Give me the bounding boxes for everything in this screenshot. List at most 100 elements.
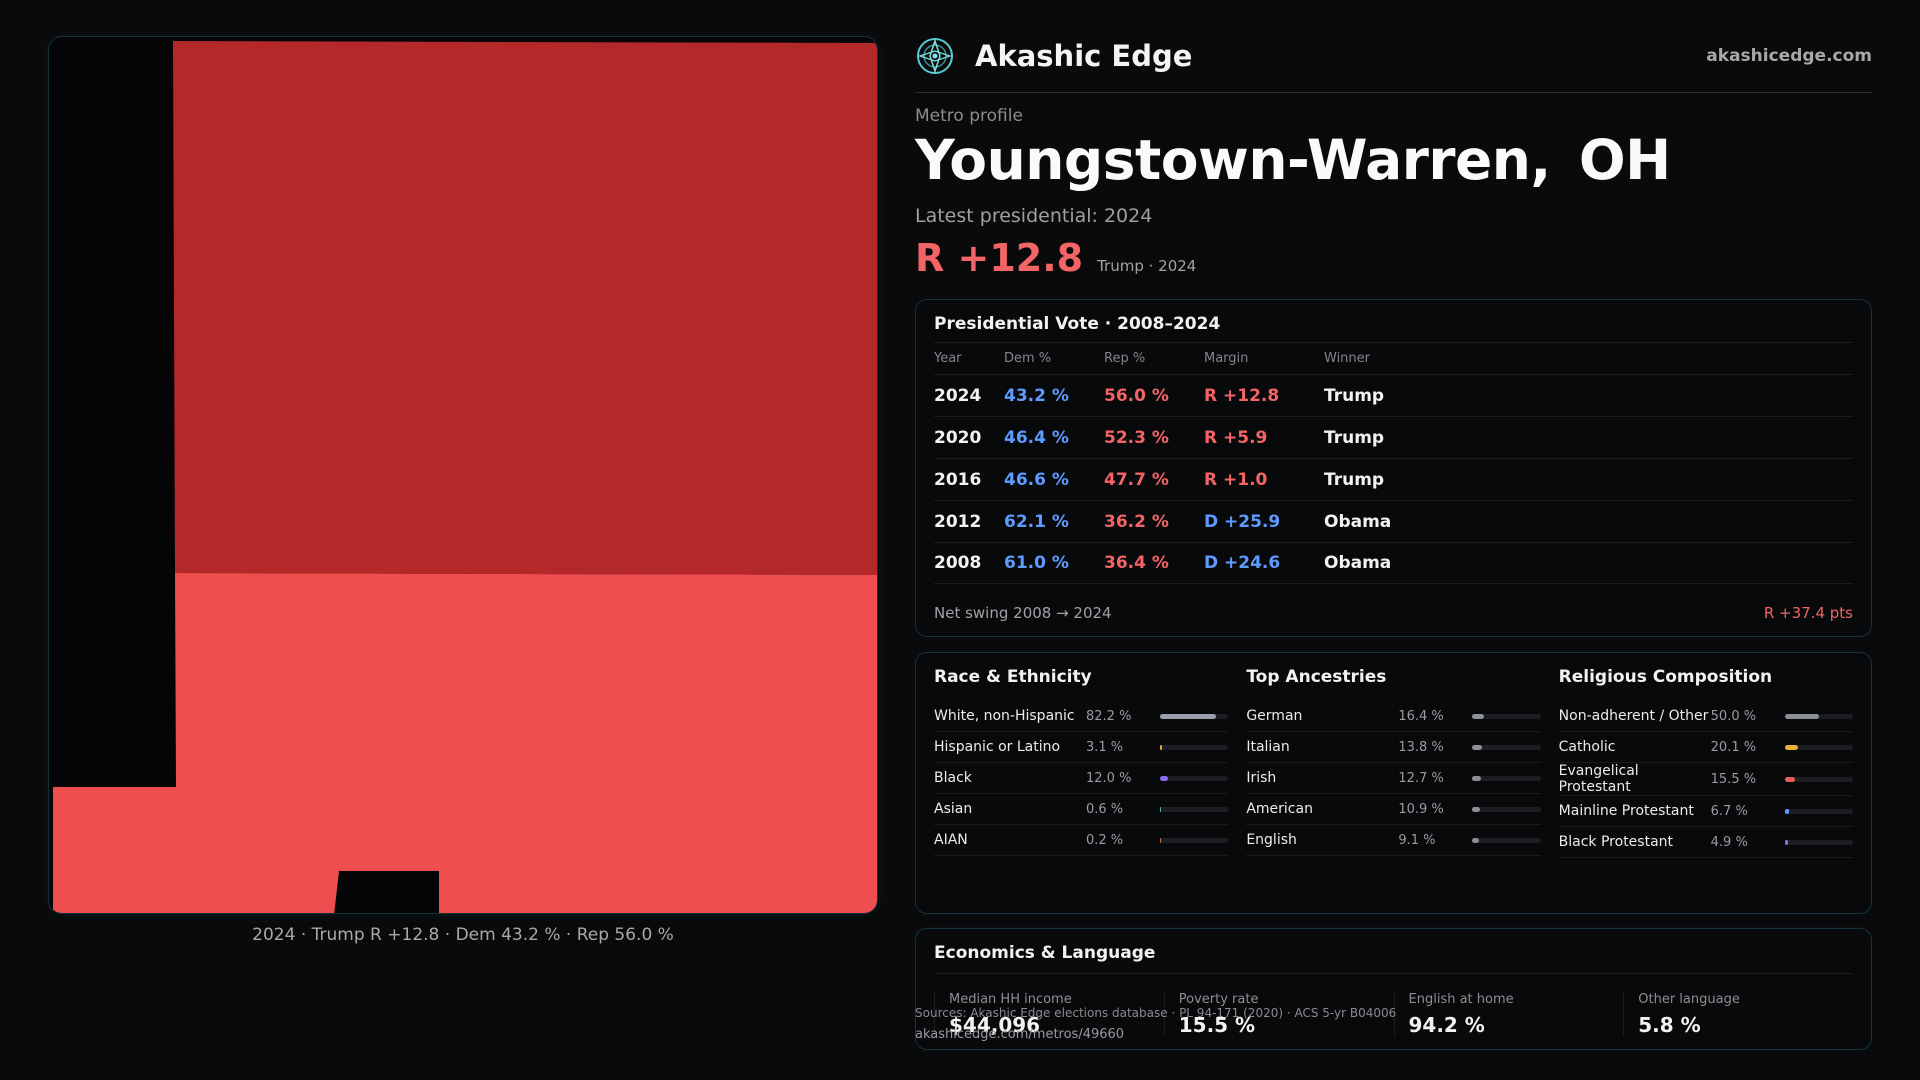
net-swing: Net swing 2008 → 2024 R +37.4 pts <box>934 604 1853 622</box>
vote-winner: Obama <box>1324 553 1392 573</box>
vote-dem: 62.1 % <box>1004 511 1069 532</box>
ancestry-label: English <box>1246 832 1297 848</box>
race-percent: 3.1 % <box>1086 739 1124 755</box>
ancestry-label: German <box>1246 708 1303 724</box>
race-row: AIAN 0.2 % <box>934 825 1229 856</box>
vote-dem: 46.6 % <box>1004 469 1069 490</box>
metro-map[interactable] <box>48 36 878 914</box>
map-notch <box>334 871 439 913</box>
economics-card: Economics & Language Median HH income $44… <box>915 928 1872 1050</box>
religion-label: Catholic <box>1558 739 1616 755</box>
race-percent: 12.0 % <box>1086 770 1132 786</box>
race-title: Race & Ethnicity <box>934 667 1092 687</box>
vote-rep: 52.3 % <box>1104 427 1169 448</box>
vote-year: 2020 <box>934 427 982 448</box>
ancestry-bar-fill <box>1472 775 1481 781</box>
economics-stat: Other language 5.8 % <box>1623 992 1853 1037</box>
vote-winner: Trump <box>1324 427 1385 448</box>
latest-presidential-label: Latest presidential: 2024 <box>915 205 1153 227</box>
race-percent: 82.2 % <box>1086 708 1132 724</box>
ancestry-row: German 16.4 % <box>1246 701 1541 732</box>
col-margin: Margin <box>1204 351 1249 366</box>
county-mahoning[interactable] <box>53 573 877 914</box>
religion-bar <box>1784 744 1853 750</box>
brand[interactable]: Akashic Edge <box>915 36 1192 76</box>
vote-row: 2020 46.4 % 52.3 % R +5.9 Trump <box>934 416 1853 458</box>
vote-rep: 56.0 % <box>1104 385 1169 406</box>
race-row: Asian 0.6 % <box>934 794 1229 825</box>
headline-margin-sub: Trump · 2024 <box>1097 257 1197 275</box>
religion-bar <box>1784 713 1853 719</box>
religion-bar <box>1784 839 1853 845</box>
economics-stat-value: 5.8 % <box>1638 1013 1701 1037</box>
race-section: Race & Ethnicity White, non-Hispanic 82.2… <box>934 667 1229 899</box>
religion-section: Religious Composition Non-adherent / Oth… <box>1558 667 1853 899</box>
ancestry-row: American 10.9 % <box>1246 794 1541 825</box>
brand-url-link[interactable]: akashicedge.com <box>1706 46 1872 66</box>
county-trumbull[interactable] <box>173 41 877 575</box>
economics-stat-label: Other language <box>1638 992 1740 1007</box>
race-bar-fill <box>1160 713 1217 719</box>
headline-margin-value: R +12.8 <box>915 236 1084 280</box>
ancestry-percent: 12.7 % <box>1398 770 1444 786</box>
ancestry-percent: 16.4 % <box>1398 708 1444 724</box>
ancestry-title: Top Ancestries <box>1246 667 1387 687</box>
ancestry-label: Italian <box>1246 739 1290 755</box>
vote-row: 2008 61.0 % 36.4 % D +24.6 Obama <box>934 542 1853 584</box>
race-label: Asian <box>934 801 973 817</box>
ancestry-bar <box>1472 775 1541 781</box>
race-label: White, non-Hispanic <box>934 708 1075 724</box>
religion-bar-fill <box>1784 744 1799 750</box>
religion-bar <box>1784 808 1853 814</box>
ancestry-bar <box>1472 837 1541 843</box>
col-year: Year <box>934 351 962 366</box>
religion-bar-fill <box>1784 839 1788 845</box>
economics-stat-label: Poverty rate <box>1178 992 1259 1007</box>
brand-name: Akashic Edge <box>975 39 1193 73</box>
county-map-svg <box>53 41 877 914</box>
vote-margin: R +1.0 <box>1204 469 1268 490</box>
religion-title: Religious Composition <box>1558 667 1773 687</box>
religion-percent: 6.7 % <box>1710 803 1748 819</box>
religion-percent: 50.0 % <box>1710 708 1757 724</box>
vote-year: 2024 <box>934 385 982 406</box>
ancestry-label: American <box>1246 801 1313 817</box>
race-percent: 0.6 % <box>1086 801 1124 817</box>
religion-percent: 4.9 % <box>1710 834 1748 850</box>
vote-row: 2016 46.6 % 47.7 % R +1.0 Trump <box>934 458 1853 500</box>
ancestry-row: Irish 12.7 % <box>1246 763 1541 794</box>
race-bar <box>1160 837 1229 843</box>
ancestry-row: English 9.1 % <box>1246 825 1541 856</box>
vote-rep: 36.2 % <box>1104 511 1169 532</box>
vote-winner: Trump <box>1324 385 1385 406</box>
metro-name: Youngstown-Warren, <box>915 128 1551 192</box>
ancestry-section: Top Ancestries German 16.4 % Italian 13.8 %… <box>1246 667 1541 899</box>
col-winner: Winner <box>1324 351 1371 366</box>
race-bar <box>1160 744 1229 750</box>
vote-margin: R +5.9 <box>1204 427 1268 448</box>
net-swing-label: Net swing 2008 → 2024 <box>934 604 1112 622</box>
race-label: AIAN <box>934 832 968 848</box>
vote-row: 2012 62.1 % 36.2 % D +25.9 Obama <box>934 500 1853 542</box>
presidential-vote-card: Presidential Vote · 2008–2024 Year Dem %… <box>915 299 1872 637</box>
vote-table-header: Year Dem % Rep % Margin Winner <box>934 342 1853 374</box>
race-row: White, non-Hispanic 82.2 % <box>934 701 1229 732</box>
ancestry-row: Italian 13.8 % <box>1246 732 1541 763</box>
compass-mandala-icon <box>917 38 953 74</box>
ancestry-percent: 9.1 % <box>1398 832 1436 848</box>
religion-row: Black Protestant 4.9 % <box>1558 827 1853 858</box>
economics-title: Economics & Language <box>934 943 1156 963</box>
ancestry-percent: 13.8 % <box>1398 739 1444 755</box>
religion-bar <box>1784 776 1853 782</box>
economics-divider <box>934 973 1853 974</box>
ancestry-percent: 10.9 % <box>1398 801 1444 817</box>
vote-margin: D +24.6 <box>1204 553 1281 573</box>
source-url-link[interactable]: akashicedge.com/metros/49660 <box>915 1027 1125 1042</box>
religion-bar-fill <box>1784 776 1796 782</box>
vote-margin: D +25.9 <box>1204 511 1281 532</box>
race-bar <box>1160 775 1229 781</box>
race-row: Hispanic or Latino 3.1 % <box>934 732 1229 763</box>
race-label: Black <box>934 770 972 786</box>
vote-dem: 61.0 % <box>1004 553 1069 573</box>
religion-percent: 15.5 % <box>1710 771 1757 787</box>
